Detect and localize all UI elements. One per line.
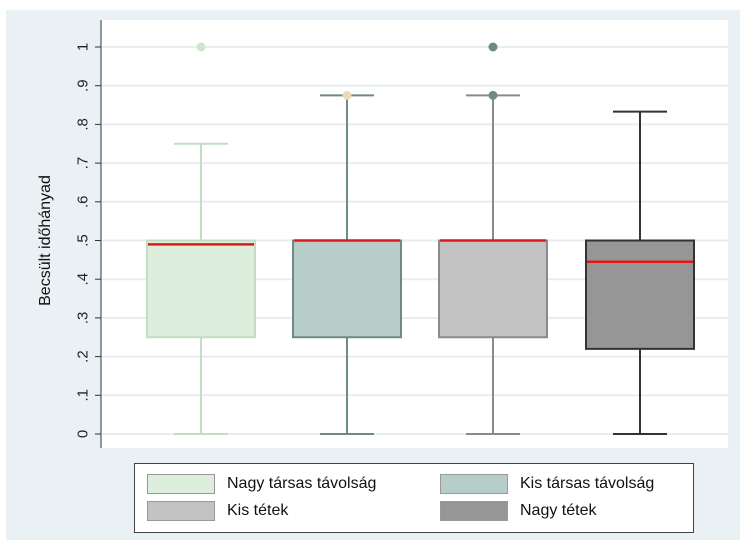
outlier-point	[342, 90, 352, 100]
legend-item: Kis tétek	[147, 501, 288, 521]
outlier-point	[196, 42, 206, 52]
y-tick-label: .5	[75, 234, 92, 247]
legend-swatch	[147, 474, 215, 494]
legend-swatch	[440, 474, 508, 494]
legend-swatch	[440, 501, 508, 521]
iqr-box	[585, 239, 695, 350]
box-4	[585, 110, 695, 435]
iqr-box	[438, 239, 548, 339]
iqr-box	[292, 239, 402, 339]
outlier-point	[488, 90, 498, 100]
legend-item: Nagy tétek	[440, 501, 596, 521]
y-tick-label: .2	[75, 350, 92, 363]
box-3	[438, 42, 548, 435]
y-axis: 0 .1 .2 .3 .4 .5 .6 .7 .8 .9 1	[75, 20, 102, 448]
y-tick-label: .3	[75, 312, 92, 325]
chart-svg: 0 .1 .2 .3 .4 .5 .6 .7 .8 .9 1 Becsült időhányad	[37, 20, 728, 448]
legend: Nagy társas távolság Kis társas távolság K…	[134, 463, 694, 533]
legend-label: Nagy társas távolság	[227, 475, 377, 492]
y-tick-label: .9	[75, 79, 92, 92]
boxes	[146, 42, 695, 435]
legend-item: Nagy társas távolság	[147, 474, 376, 494]
y-tick-label: .6	[75, 196, 92, 209]
y-tick-label: 1	[75, 43, 92, 51]
plot-area	[101, 20, 728, 448]
y-tick-label: .7	[75, 157, 92, 170]
box-1	[146, 42, 256, 435]
chart-figure: 0 .1 .2 .3 .4 .5 .6 .7 .8 .9 1 Becsült időhányad N…	[6, 10, 740, 540]
outlier-point	[488, 42, 498, 52]
y-tick-label: 0	[75, 430, 92, 438]
y-axis-title: Becsült időhányad	[37, 175, 54, 306]
iqr-box	[146, 239, 256, 339]
box-2	[292, 90, 402, 435]
legend-swatch	[147, 501, 215, 521]
y-tick-label: .8	[75, 118, 92, 131]
legend-label: Nagy tétek	[520, 502, 597, 519]
legend-label: Kis tétek	[227, 502, 289, 519]
legend-label: Kis társas távolság	[520, 475, 655, 492]
y-tick-label: .4	[75, 273, 92, 286]
legend-item: Kis társas távolság	[440, 474, 654, 494]
y-tick-label: .1	[75, 389, 92, 402]
